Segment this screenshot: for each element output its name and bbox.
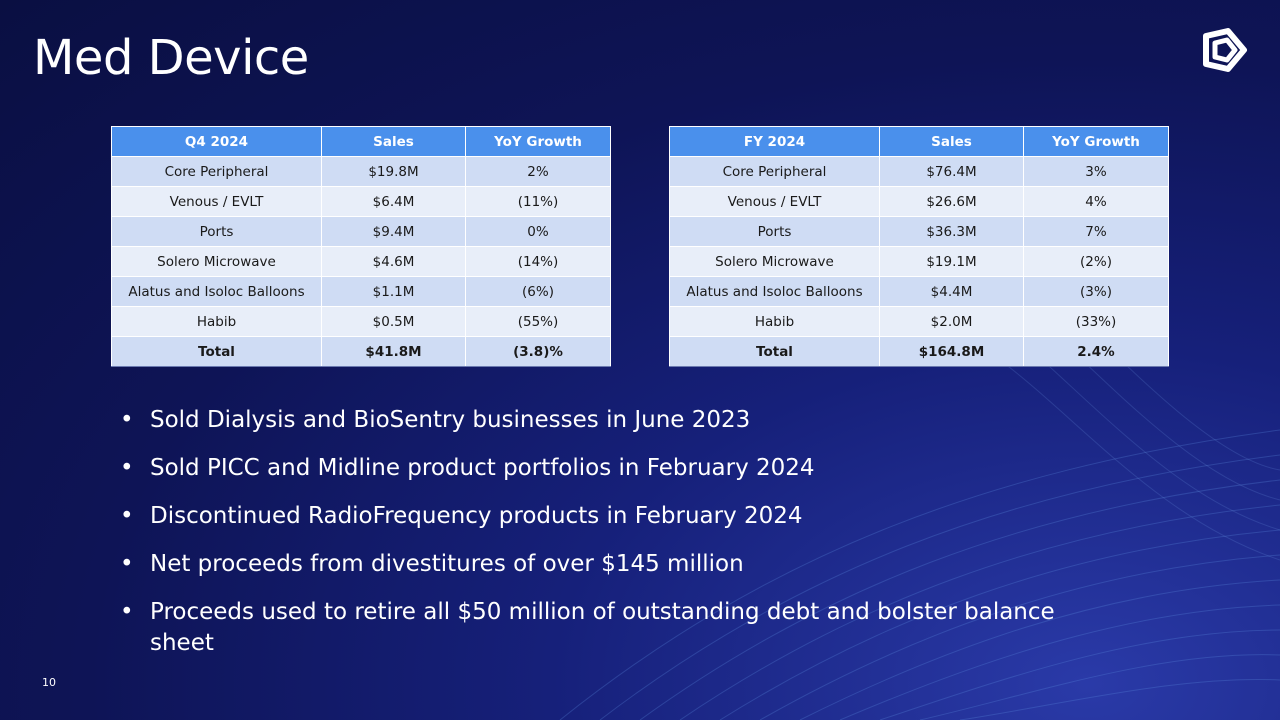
sales-cell: $19.1M — [879, 246, 1024, 277]
segment-cell: Venous / EVLT — [111, 186, 322, 217]
segment-cell: Alatus and Isoloc Balloons — [111, 276, 322, 307]
sales-cell: $1.1M — [321, 276, 466, 307]
table-row: Venous / EVLT $26.6M 4% — [669, 186, 1169, 217]
table-row: Habib $0.5M (55%) — [111, 306, 611, 337]
bullet-text: Discontinued RadioFrequency products in … — [150, 503, 803, 529]
bullet-text: Sold Dialysis and BioSentry businesses i… — [150, 407, 751, 433]
table-row: Core Peripheral $76.4M 3% — [669, 156, 1169, 187]
segment-cell: Ports — [669, 216, 880, 247]
growth-cell: 2% — [465, 156, 611, 187]
column-header: Q4 2024 — [111, 126, 322, 157]
segment-cell: Total — [111, 336, 322, 367]
table-header-row: Q4 2024 Sales YoY Growth — [111, 126, 611, 157]
table-total-row: Total $164.8M 2.4% — [669, 336, 1169, 367]
bullet-glyph: • — [120, 599, 134, 625]
table-row: Ports $36.3M 7% — [669, 216, 1169, 247]
growth-cell: (14%) — [465, 246, 611, 277]
growth-cell: (55%) — [465, 306, 611, 337]
growth-cell: 4% — [1023, 186, 1169, 217]
bullet-item: • Sold Dialysis and BioSentry businesses … — [120, 405, 1080, 436]
slide-title: Med Device — [33, 30, 309, 86]
sales-cell: $9.4M — [321, 216, 466, 247]
segment-cell: Habib — [111, 306, 322, 337]
table-header-row: FY 2024 Sales YoY Growth — [669, 126, 1169, 157]
bullet-text: Net proceeds from divestitures of over $… — [150, 551, 744, 577]
table-total-row: Total $41.8M (3.8)% — [111, 336, 611, 367]
sales-cell: $41.8M — [321, 336, 466, 367]
table-row: Alatus and Isoloc Balloons $4.4M (3%) — [669, 276, 1169, 307]
sales-cell: $36.3M — [879, 216, 1024, 247]
bullet-item: • Discontinued RadioFrequency products in… — [120, 501, 1080, 532]
growth-cell: 7% — [1023, 216, 1169, 247]
sales-cell: $2.0M — [879, 306, 1024, 337]
growth-cell: (33%) — [1023, 306, 1169, 337]
segment-cell: Core Peripheral — [111, 156, 322, 187]
table-row: Ports $9.4M 0% — [111, 216, 611, 247]
bullet-item: • Net proceeds from divestitures of over … — [120, 549, 1080, 580]
bullet-glyph: • — [120, 407, 134, 433]
table-row: Solero Microwave $19.1M (2%) — [669, 246, 1169, 277]
bullet-glyph: • — [120, 503, 134, 529]
segment-cell: Alatus and Isoloc Balloons — [669, 276, 880, 307]
sales-cell: $6.4M — [321, 186, 466, 217]
growth-cell: 2.4% — [1023, 336, 1169, 367]
segment-cell: Core Peripheral — [669, 156, 880, 187]
segment-cell: Habib — [669, 306, 880, 337]
table-row: Core Peripheral $19.8M 2% — [111, 156, 611, 187]
column-header: FY 2024 — [669, 126, 880, 157]
sales-cell: $4.4M — [879, 276, 1024, 307]
sales-cell: $19.8M — [321, 156, 466, 187]
segment-cell: Total — [669, 336, 880, 367]
bullet-glyph: • — [120, 455, 134, 481]
bullet-text: Proceeds used to retire all $50 million … — [150, 599, 1055, 656]
bullet-list: • Sold Dialysis and BioSentry businesses … — [120, 405, 1080, 676]
column-header: Sales — [321, 126, 466, 157]
growth-cell: 0% — [465, 216, 611, 247]
sales-cell: $4.6M — [321, 246, 466, 277]
column-header: YoY Growth — [465, 126, 611, 157]
page-number: 10 — [42, 676, 56, 689]
table-row: Venous / EVLT $6.4M (11%) — [111, 186, 611, 217]
table-row: Habib $2.0M (33%) — [669, 306, 1169, 337]
q4-2024-table: Q4 2024 Sales YoY Growth Core Peripheral… — [111, 126, 611, 367]
table-row: Alatus and Isoloc Balloons $1.1M (6%) — [111, 276, 611, 307]
table-row: Solero Microwave $4.6M (14%) — [111, 246, 611, 277]
bullet-glyph: • — [120, 551, 134, 577]
fy-2024-table: FY 2024 Sales YoY Growth Core Peripheral… — [669, 126, 1169, 367]
growth-cell: (3%) — [1023, 276, 1169, 307]
growth-cell: (2%) — [1023, 246, 1169, 277]
sales-cell: $164.8M — [879, 336, 1024, 367]
bullet-item: • Sold PICC and Midline product portfolio… — [120, 453, 1080, 484]
segment-cell: Venous / EVLT — [669, 186, 880, 217]
brand-logo-icon — [1203, 28, 1247, 72]
bullet-text: Sold PICC and Midline product portfolios… — [150, 455, 815, 481]
growth-cell: (3.8)% — [465, 336, 611, 367]
growth-cell: (11%) — [465, 186, 611, 217]
segment-cell: Ports — [111, 216, 322, 247]
sales-cell: $76.4M — [879, 156, 1024, 187]
column-header: Sales — [879, 126, 1024, 157]
segment-cell: Solero Microwave — [111, 246, 322, 277]
segment-cell: Solero Microwave — [669, 246, 880, 277]
sales-cell: $26.6M — [879, 186, 1024, 217]
bullet-item: • Proceeds used to retire all $50 million… — [120, 597, 1080, 659]
growth-cell: (6%) — [465, 276, 611, 307]
growth-cell: 3% — [1023, 156, 1169, 187]
sales-cell: $0.5M — [321, 306, 466, 337]
column-header: YoY Growth — [1023, 126, 1169, 157]
